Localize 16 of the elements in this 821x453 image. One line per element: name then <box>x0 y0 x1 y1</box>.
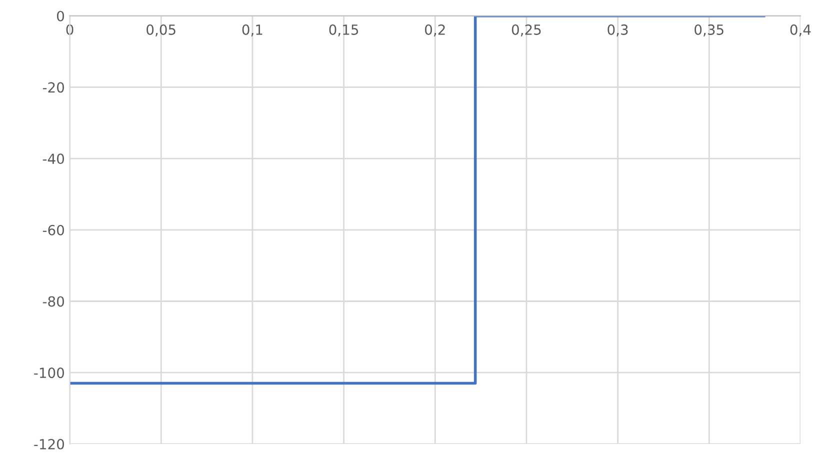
x-tick-label: 0,4 <box>790 24 811 36</box>
y-tick-label: -100 <box>34 368 64 378</box>
x-tick-label: 0 <box>66 24 74 35</box>
y-tick-label: -20 <box>42 82 64 93</box>
x-tick-label: 0,2 <box>425 24 445 36</box>
x-tick-label: 0,35 <box>694 24 724 36</box>
x-tick-label: 0,15 <box>329 24 358 36</box>
y-tick-label: -60 <box>42 224 64 236</box>
y-tick-label: 0 <box>57 10 64 22</box>
y-tick-label: -80 <box>42 296 64 307</box>
x-tick-label: 0,05 <box>146 24 176 36</box>
x-tick-label: 0,1 <box>242 24 262 36</box>
x-tick-label: 0,25 <box>512 24 541 36</box>
y-tick-label: -40 <box>42 154 64 164</box>
y-tick-label: -120 <box>34 438 64 450</box>
x-tick-label: 0,3 <box>608 24 628 36</box>
